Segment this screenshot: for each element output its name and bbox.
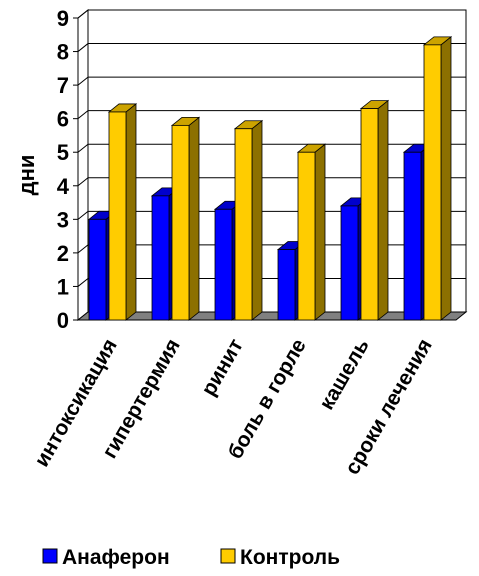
- bar: [170, 116, 201, 321]
- y-axis-label: дни: [14, 155, 39, 196]
- x-category-label: кашель: [315, 335, 374, 414]
- bar: [107, 103, 138, 321]
- y-tick-label: 7: [57, 73, 69, 98]
- gridline: [77, 76, 466, 86]
- gridline: [77, 43, 466, 52]
- legend-swatch-control: [220, 548, 236, 564]
- gridline: [77, 277, 466, 287]
- gridline: [77, 177, 466, 187]
- y-tick-label: 9: [57, 6, 69, 31]
- gridline: [77, 110, 466, 120]
- gridlines: [77, 9, 466, 287]
- bars: [87, 36, 453, 321]
- legend-swatch-anaferon: [42, 548, 58, 564]
- y-tick-label: 6: [57, 107, 69, 132]
- y-axis-ticks: 0 1 2 3 4 5 6 7 8 9: [57, 6, 78, 333]
- y-tick-label: 2: [57, 241, 69, 266]
- legend: Анаферон Контроль: [42, 546, 340, 569]
- side-wall: [77, 8, 89, 322]
- y-tick-label: 8: [57, 40, 69, 65]
- y-tick-label: 1: [57, 274, 69, 299]
- gridline: [77, 210, 466, 220]
- legend-label-control: Контроль: [240, 546, 340, 569]
- bar: [359, 99, 390, 321]
- x-category-label: ринит: [197, 335, 248, 400]
- gridline: [77, 143, 466, 153]
- bar: [296, 143, 327, 321]
- bar: [422, 36, 453, 321]
- gridline: [77, 9, 466, 19]
- y-tick-label: 0: [57, 308, 69, 333]
- y-tick-label: 3: [57, 207, 69, 232]
- bar: [233, 119, 264, 321]
- legend-label-anaferon: Анаферон: [62, 546, 170, 569]
- y-tick-label: 4: [57, 174, 70, 199]
- gridline: [77, 244, 466, 254]
- y-tick-label: 5: [57, 140, 69, 165]
